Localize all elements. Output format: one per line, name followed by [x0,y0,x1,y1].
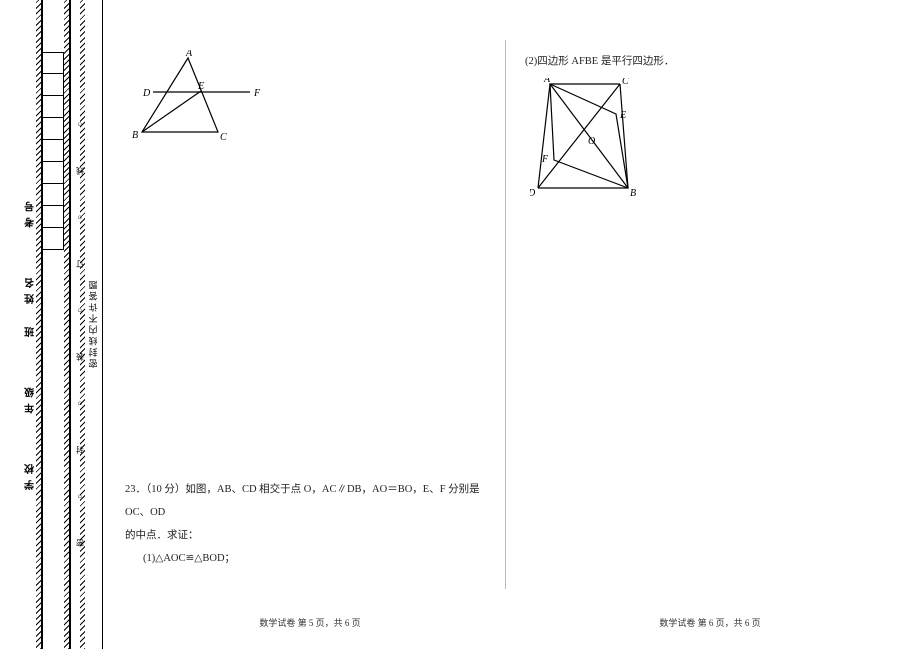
svg-text:D: D [530,188,536,199]
svg-text:C: C [220,132,227,143]
label-number: 考号 [26,195,37,227]
label-grade: 年级 [26,381,37,413]
page-footer-6: 数学试卷 第 6 页，共 6 页 [515,616,905,629]
label-school: 学校 [26,458,37,490]
svg-text:E: E [197,81,204,92]
svg-text:E: E [619,110,626,121]
margin-line [69,0,71,649]
id-boxes [42,52,64,250]
label-name: 姓名 [26,272,37,304]
question-23: 23．（10 分）如图，AB、CD 相交于点 O，AC∥DB，AO＝BO，E、F… [125,478,495,570]
margin-line [102,0,103,649]
binding-margin: 学校 年级 班 姓名 考号 密 ○ 封 ○ 装 ○ 订 ○ 线 ○ 密 封 线 … [0,0,105,649]
q23-line1: 23．（10 分）如图，AB、CD 相交于点 O，AC∥DB，AO＝BO，E、F… [125,478,495,524]
q23-sub2: (2)四边形 AFBE 是平行四边形． [525,50,895,73]
figure-triangle-def: A D E F B C [130,50,270,150]
seal-line-outer: 密 封 线 内 不 许 答 题 [86,0,100,649]
seal-line-inner: 密 ○ 封 ○ 装 ○ 订 ○ 线 ○ [75,0,85,649]
svg-text:O: O [588,136,595,147]
svg-text:B: B [132,130,138,141]
page-6: (2)四边形 AFBE 是平行四边形． A C E O F D B [515,0,905,649]
page-divider [505,40,506,589]
label-class: 班 [26,321,37,337]
figure-parallelogram-afbe: A C E O F D B [530,78,650,203]
svg-text:B: B [630,188,636,199]
q23-line2: 的中点．求证： [125,524,495,547]
student-info-strip: 学校 年级 班 姓名 考号 [24,0,38,649]
svg-text:A: A [185,50,193,59]
svg-text:F: F [541,154,549,165]
svg-text:A: A [543,78,551,85]
q23-sub1: (1)△AOC≌△BOD； [125,547,495,570]
svg-text:F: F [253,88,261,99]
svg-text:D: D [142,88,151,99]
svg-text:C: C [622,78,629,87]
page-footer-5: 数学试卷 第 5 页，共 6 页 [115,616,505,629]
page-5: A D E F B C 23．（10 分）如图，AB、CD 相交于点 O，AC∥… [115,0,505,649]
